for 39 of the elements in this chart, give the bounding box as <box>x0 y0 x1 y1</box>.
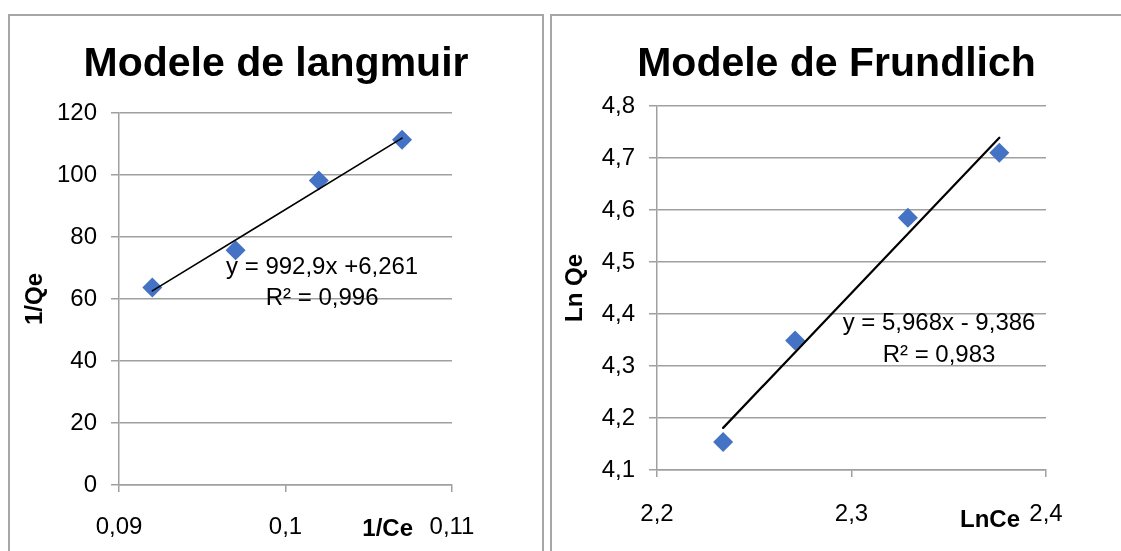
annotation: y = 5,968x - 9,386 <box>842 307 1036 335</box>
y-tick-label: 40 <box>70 345 97 373</box>
annotation: R² = 0,983 <box>882 339 996 367</box>
point <box>785 330 806 351</box>
y-tick-label: 60 <box>70 283 97 311</box>
x-axis-title: 1/Ce <box>362 513 413 541</box>
y-axis-title: Ln Qe <box>560 253 588 323</box>
chart-title: Modele de langmuir <box>83 39 469 86</box>
annotation: R² = 0,996 <box>265 282 379 310</box>
y-tick-label: 4,5 <box>601 246 635 274</box>
x-tick-label: 0,11 <box>429 512 475 540</box>
y-tick-label: 4,4 <box>601 298 635 326</box>
point <box>713 431 734 452</box>
x-tick-label: 2,3 <box>834 499 869 527</box>
x-axis-title: LnCe <box>960 504 1020 532</box>
x-tick-label: 0,09 <box>95 512 143 540</box>
y-tick-label: 20 <box>70 407 97 435</box>
y-tick-label: 4,6 <box>601 194 635 222</box>
y-tick-label: 4,3 <box>601 350 635 378</box>
x-tick-label: 2,4 <box>1029 499 1063 527</box>
y-tick-label: 4,2 <box>601 402 635 430</box>
annotation: y = 992,9x +6,261 <box>226 251 419 279</box>
y-axis-title: 1/Qe <box>20 272 48 326</box>
point <box>142 277 163 298</box>
point <box>989 142 1010 163</box>
x-tick-label: 2,2 <box>640 499 674 527</box>
y-tick-label: 80 <box>70 221 97 249</box>
x-tick-label: 0,1 <box>268 512 303 540</box>
chart-title: Modele de Frundlich <box>637 39 1036 86</box>
point <box>897 207 918 228</box>
y-tick-label: 120 <box>56 97 97 125</box>
point <box>225 240 246 261</box>
y-tick-label: 4,8 <box>601 90 635 118</box>
y-tick-label: 0 <box>83 469 97 497</box>
y-tick-label: 100 <box>56 159 97 187</box>
y-tick-label: 4,7 <box>601 142 635 170</box>
point <box>392 129 413 150</box>
y-tick-label: 4,1 <box>601 454 635 482</box>
point <box>308 170 329 191</box>
